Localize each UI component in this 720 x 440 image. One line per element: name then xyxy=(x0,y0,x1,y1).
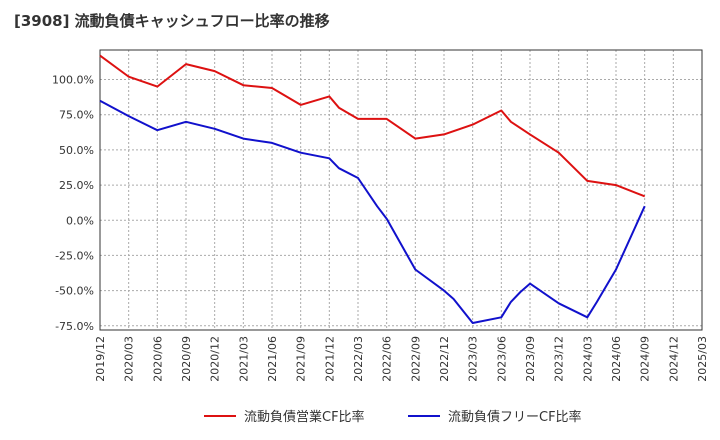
y-tick-label: 25.0% xyxy=(59,179,94,192)
plot-area xyxy=(100,50,702,330)
chart-title: [3908] 流動負債キャッシュフロー比率の推移 xyxy=(14,12,330,30)
x-tick-label: 2021/12 xyxy=(323,336,336,382)
x-tick-label: 2023/09 xyxy=(524,336,537,382)
x-tick-label: 2020/12 xyxy=(209,336,222,382)
x-tick-label: 2023/12 xyxy=(553,336,566,382)
x-tick-label: 2023/06 xyxy=(495,336,508,382)
x-tick-label: 2022/06 xyxy=(381,336,394,382)
y-tick-label: 50.0% xyxy=(59,144,94,157)
y-tick-label: -25.0% xyxy=(55,249,94,262)
x-tick-label: 2023/03 xyxy=(467,336,480,382)
plot-border xyxy=(99,49,703,331)
series-line-1 xyxy=(99,54,646,198)
legend-label-2: 流動負債フリーCF比率 xyxy=(448,409,582,425)
x-tick-label: 2025/03 xyxy=(696,336,709,382)
x-tick-label: 2020/09 xyxy=(180,336,193,382)
y-tick-label: -50.0% xyxy=(55,285,94,298)
x-tick-label: 2024/03 xyxy=(581,336,594,382)
x-tick-label: 2021/09 xyxy=(295,336,308,382)
series-line-2 xyxy=(99,99,646,324)
y-tick-label: 75.0% xyxy=(59,109,94,122)
x-tick-label: 2022/03 xyxy=(352,336,365,382)
y-tick-label: -75.0% xyxy=(55,320,94,333)
x-tick-label: 2020/03 xyxy=(123,336,136,382)
x-tick-label: 2020/06 xyxy=(151,336,164,382)
y-tick-label: 100.0% xyxy=(52,74,94,87)
x-tick-label: 2021/06 xyxy=(266,336,279,382)
x-tick-label: 2022/09 xyxy=(409,336,422,382)
x-tick-label: 2019/12 xyxy=(94,336,107,382)
legend-label-1: 流動負債営業CF比率 xyxy=(244,409,365,425)
x-tick-label: 2024/09 xyxy=(639,336,652,382)
x-tick-label: 2021/03 xyxy=(237,336,250,382)
x-tick-label: 2024/06 xyxy=(610,336,623,382)
y-tick-label: 0.0% xyxy=(66,214,94,227)
x-tick-label: 2022/12 xyxy=(438,336,451,382)
x-tick-label: 2024/12 xyxy=(667,336,680,382)
